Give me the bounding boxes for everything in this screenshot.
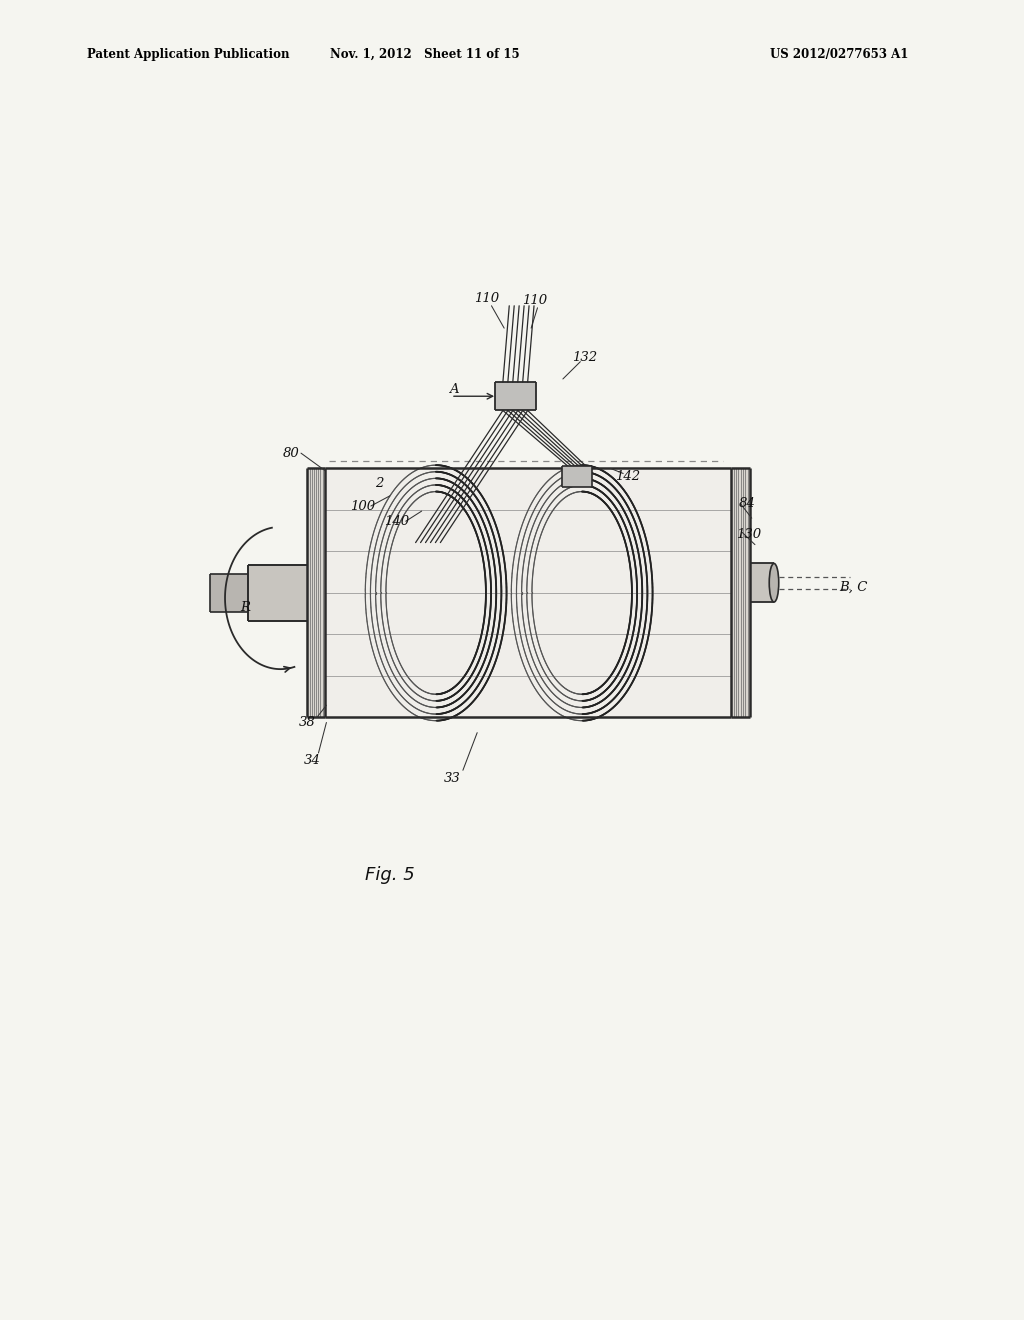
Text: 2: 2 xyxy=(375,477,383,490)
Text: A: A xyxy=(449,383,458,396)
Bar xyxy=(210,574,248,612)
Bar xyxy=(495,381,536,411)
Text: R: R xyxy=(241,601,251,614)
Bar xyxy=(731,469,751,718)
Text: 140: 140 xyxy=(384,515,409,528)
Text: Patent Application Publication: Patent Application Publication xyxy=(87,48,290,61)
Bar xyxy=(751,564,774,602)
Text: 142: 142 xyxy=(615,470,641,483)
Text: 130: 130 xyxy=(736,528,761,541)
Text: 110: 110 xyxy=(522,294,547,308)
Bar xyxy=(307,469,325,718)
Text: 110: 110 xyxy=(474,292,500,305)
Text: Fig. 5: Fig. 5 xyxy=(365,866,415,884)
Text: Nov. 1, 2012   Sheet 11 of 15: Nov. 1, 2012 Sheet 11 of 15 xyxy=(330,48,520,61)
Text: B, C: B, C xyxy=(839,581,867,594)
Text: 132: 132 xyxy=(572,351,598,364)
Text: 84: 84 xyxy=(738,498,756,511)
Bar xyxy=(562,466,592,487)
Text: 80: 80 xyxy=(283,446,299,459)
Text: 100: 100 xyxy=(350,499,376,512)
Text: 34: 34 xyxy=(304,754,321,767)
Bar xyxy=(248,565,307,620)
Text: 33: 33 xyxy=(443,772,460,785)
Ellipse shape xyxy=(769,564,779,602)
Text: US 2012/0277653 A1: US 2012/0277653 A1 xyxy=(770,48,908,61)
Text: 38: 38 xyxy=(299,715,315,729)
Bar xyxy=(325,469,731,718)
